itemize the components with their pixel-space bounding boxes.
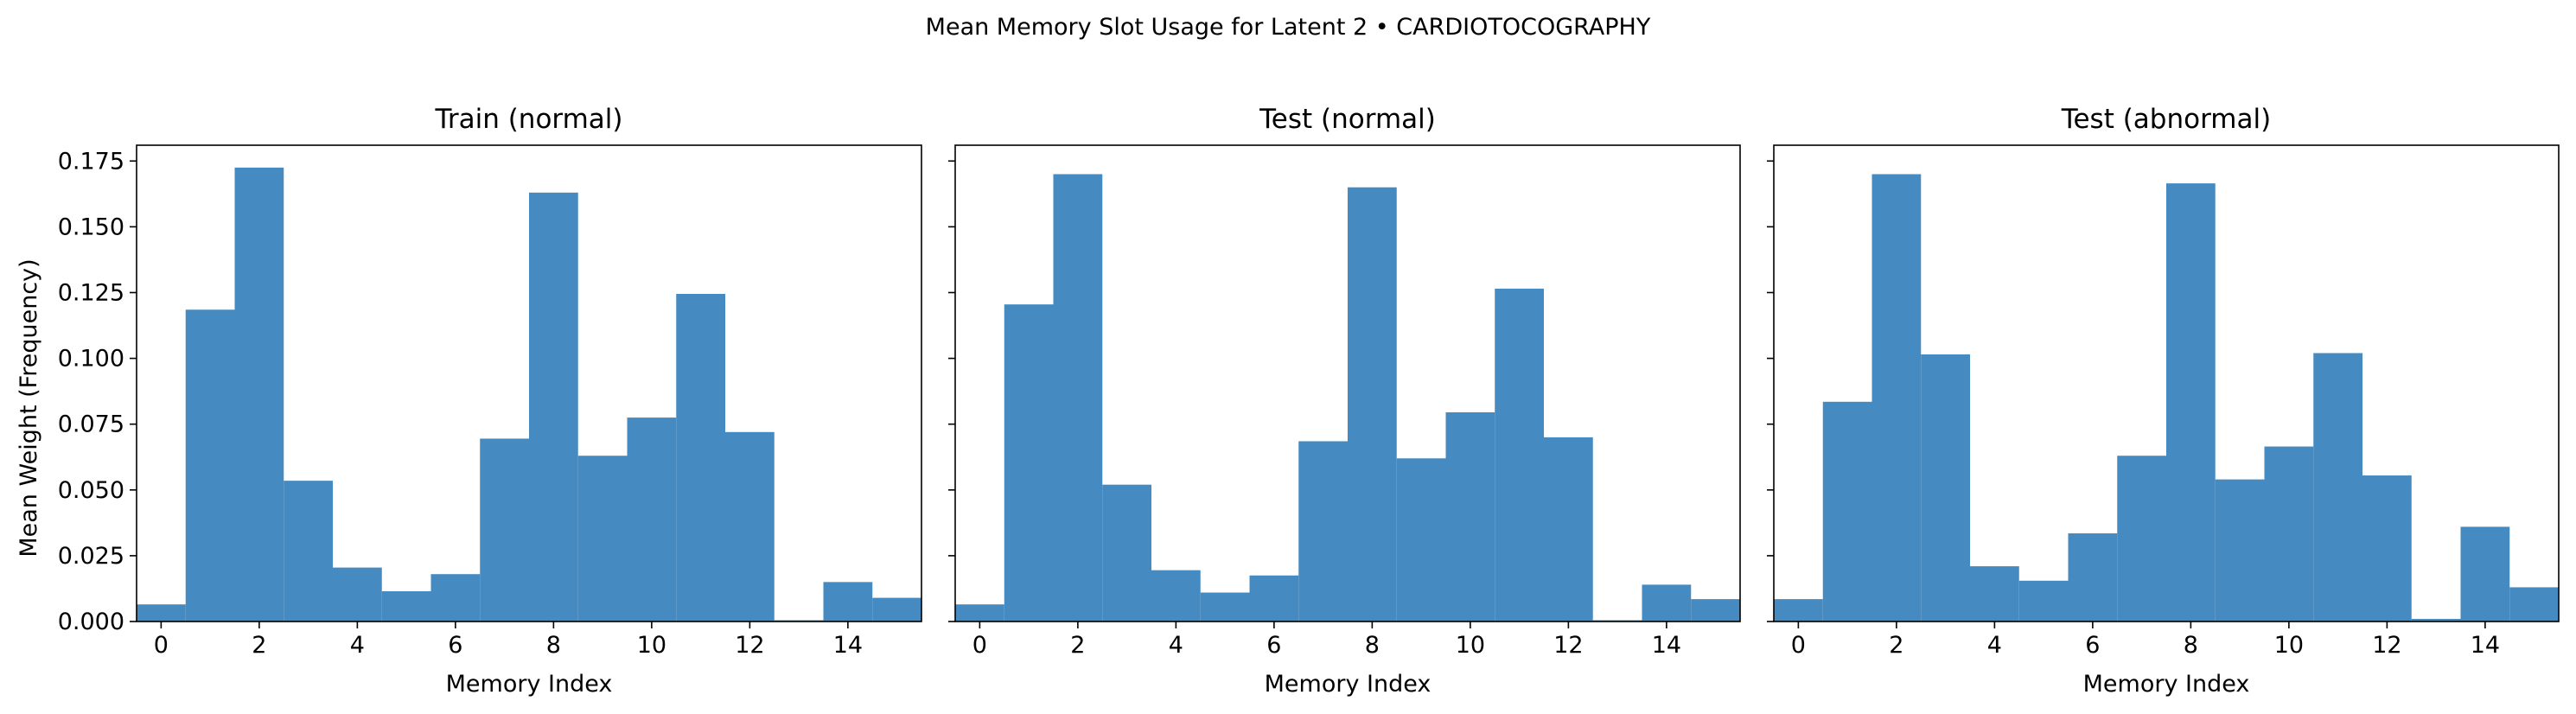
bar-slot-7 — [1298, 441, 1348, 622]
bar-slot-5 — [381, 590, 431, 622]
x-axis-label: Memory Index — [2083, 671, 2250, 698]
x-tick-label: 6 — [448, 632, 462, 659]
x-tick-label: 4 — [1987, 632, 2002, 659]
bar-slot-11 — [2313, 353, 2362, 622]
x-tick-label: 8 — [546, 632, 561, 659]
x-tick-label: 6 — [1266, 632, 1281, 659]
x-tick-label: 2 — [1889, 632, 1903, 659]
figure-suptitle: Mean Memory Slot Usage for Latent 2 • CA… — [926, 14, 1651, 41]
bar-slot-2 — [234, 167, 284, 622]
bar-slot-1 — [1822, 401, 1872, 622]
bar-slot-0 — [955, 604, 1004, 622]
panel-title: Test (normal) — [1259, 104, 1436, 135]
bar-slot-0 — [1774, 599, 1823, 622]
y-tick-label: 0.100 — [58, 346, 124, 373]
bar-slot-0 — [137, 604, 186, 622]
bar-slot-11 — [1495, 288, 1544, 622]
y-tick-label: 0.125 — [58, 279, 124, 306]
bar-slot-12 — [725, 431, 775, 622]
bar-slot-1 — [1004, 304, 1054, 622]
bar-slot-2 — [1053, 174, 1103, 622]
x-tick-label: 12 — [2372, 632, 2401, 659]
x-tick-label: 8 — [1365, 632, 1380, 659]
x-tick-label: 2 — [1070, 632, 1085, 659]
bar-slot-8 — [529, 192, 578, 622]
bar-slot-14 — [823, 582, 873, 622]
bar-slot-15 — [872, 597, 921, 622]
x-tick-label: 4 — [1169, 632, 1183, 659]
y-tick-label: 0.150 — [58, 214, 124, 240]
bar-slot-15 — [1691, 599, 1740, 622]
bar-slot-9 — [1396, 458, 1446, 622]
bar-slot-6 — [2068, 533, 2118, 622]
panel-test-normal: Test (normal) Memory Index 0 2 4 6 8 10 12 14 — [948, 104, 1741, 698]
bar-slot-2 — [1871, 174, 1922, 622]
bar-slot-5 — [1200, 592, 1250, 622]
x-tick-label: 10 — [637, 632, 666, 659]
panel-title: Test (abnormal) — [2061, 104, 2271, 135]
x-tick-label: 14 — [2471, 632, 2500, 659]
bar-slot-4 — [1970, 566, 2019, 622]
panel-title: Train (normal) — [434, 104, 622, 135]
bar-slot-8 — [1348, 187, 1397, 622]
x-tick-label: 6 — [2085, 632, 2100, 659]
bar-slot-11 — [676, 294, 725, 622]
bar-slot-12 — [1544, 437, 1593, 622]
bar-slot-5 — [2018, 580, 2069, 622]
bar-slot-14 — [2460, 526, 2510, 622]
bar-slot-1 — [185, 309, 235, 622]
x-tick-label: 14 — [1652, 632, 1681, 659]
y-tick-label: 0.050 — [58, 477, 124, 504]
bar-slot-15 — [2509, 587, 2559, 622]
bar-slot-10 — [2264, 446, 2314, 622]
y-tick-label: 0.075 — [58, 411, 124, 438]
x-tick-label: 12 — [735, 632, 764, 659]
axes-frame — [954, 144, 1741, 622]
bar-slot-4 — [333, 567, 382, 622]
y-tick-label: 0.000 — [58, 609, 124, 635]
x-tick-label: 2 — [252, 632, 266, 659]
x-tick-label: 10 — [2274, 632, 2304, 659]
panel-test-abnormal: Test (abnormal) Memory Index 0 2 4 6 8 10 12 14 — [1767, 104, 2560, 698]
y-axis-label: Mean Weight (Frequency) — [16, 258, 42, 557]
bar-slot-3 — [284, 481, 333, 622]
x-tick-label: 4 — [350, 632, 365, 659]
bar-slot-3 — [1921, 354, 1970, 622]
bar-slot-4 — [1151, 570, 1201, 622]
x-tick-label: 12 — [1553, 632, 1583, 659]
bar-slot-6 — [1249, 575, 1299, 622]
x-axis-label: Memory Index — [446, 671, 613, 698]
panel-train-normal: Train (normal) Mean Weight (Frequency) M… — [16, 104, 922, 698]
bar-slot-3 — [1102, 484, 1151, 622]
bar-slot-8 — [2166, 183, 2216, 622]
bar-slot-9 — [2215, 479, 2265, 622]
axes-frame — [136, 144, 922, 622]
bar-slot-14 — [1642, 584, 1692, 622]
bar-slot-13 — [2411, 618, 2461, 622]
x-tick-label: 8 — [2184, 632, 2198, 659]
x-tick-label: 0 — [154, 632, 169, 659]
x-tick-label: 0 — [972, 632, 987, 659]
bar-slot-10 — [627, 418, 677, 622]
y-tick-label: 0.025 — [58, 543, 124, 570]
bar-slot-12 — [2362, 475, 2412, 622]
x-tick-label: 10 — [1456, 632, 1485, 659]
bar-slot-7 — [480, 438, 529, 622]
x-tick-label: 0 — [1791, 632, 1806, 659]
y-tick-label: 0.175 — [58, 148, 124, 175]
axes-frame — [1773, 144, 2560, 622]
x-axis-label: Memory Index — [1265, 671, 1431, 698]
bar-slot-6 — [430, 574, 481, 622]
bar-slot-9 — [577, 456, 628, 622]
bar-slot-7 — [2117, 456, 2166, 622]
x-tick-label: 14 — [833, 632, 863, 659]
bar-slot-10 — [1445, 411, 1495, 622]
